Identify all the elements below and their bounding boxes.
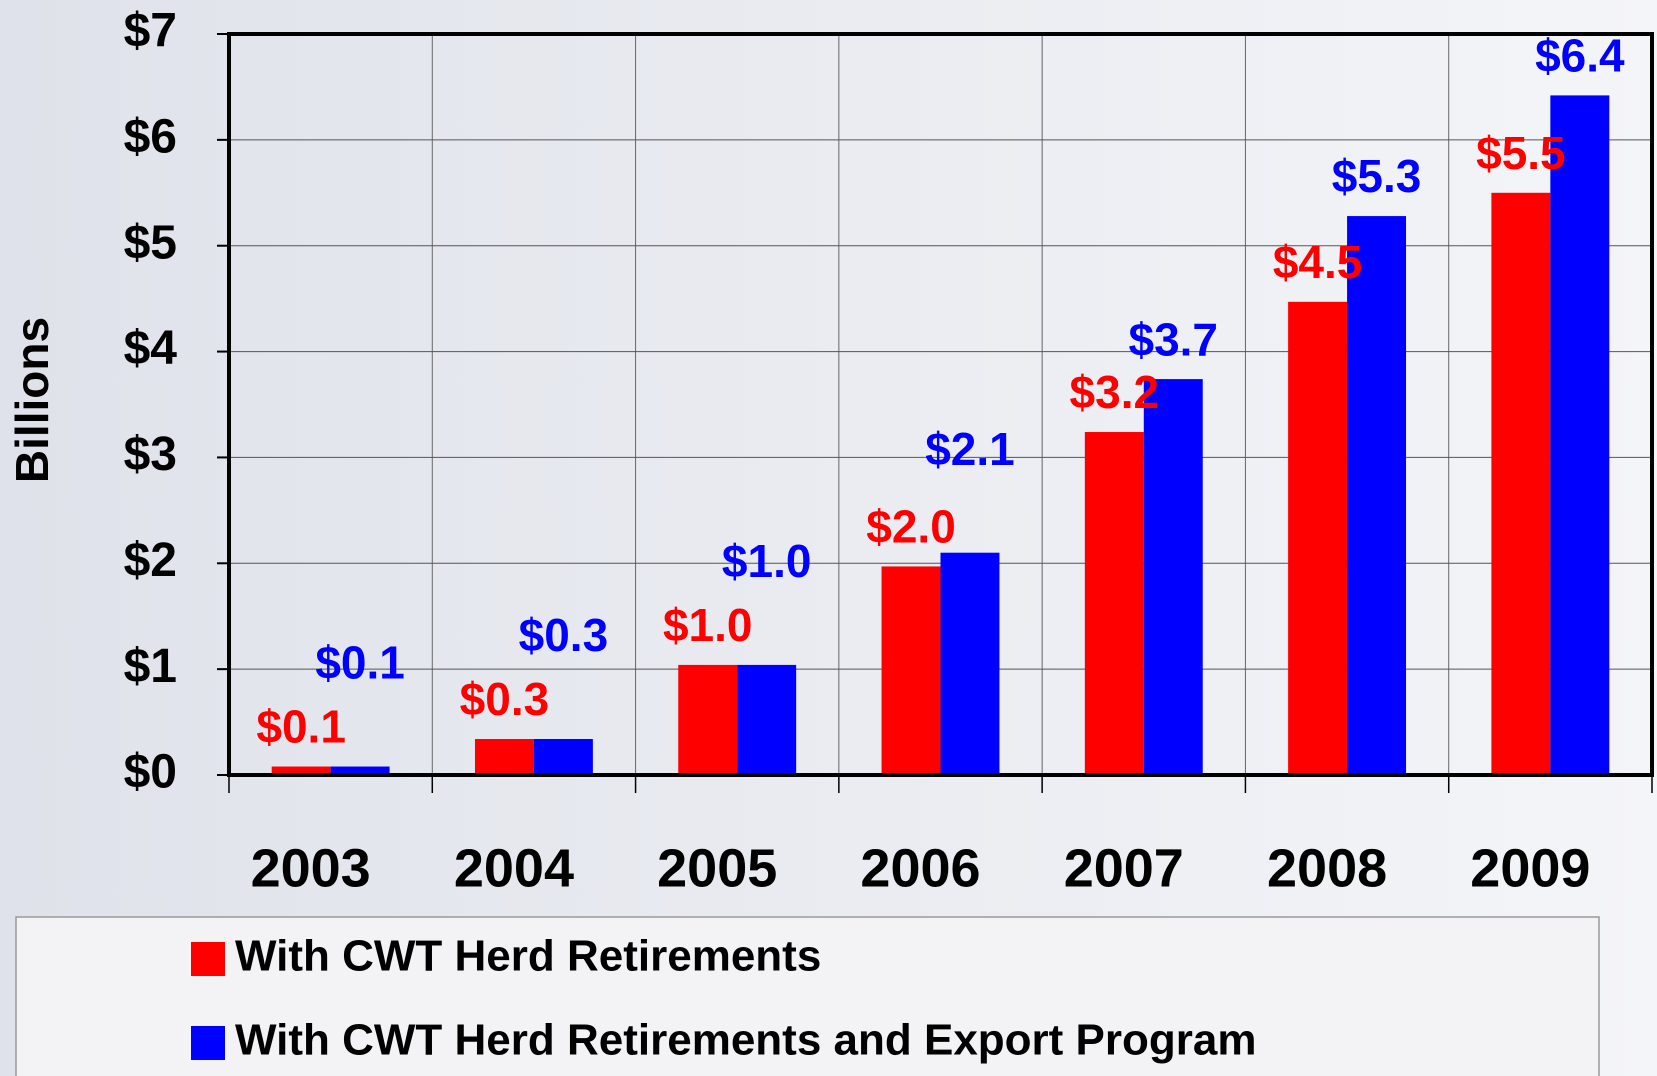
bar [1491,192,1551,776]
bar [940,552,1000,775]
x-tick-label: 2008 [1267,838,1387,898]
data-label: $6.4 [1535,30,1625,82]
y-tick-label: $6 [124,111,177,164]
y-tick-label: $2 [124,534,177,587]
y-tick-label: $5 [124,216,177,269]
bar [271,766,331,775]
data-label: $1.0 [722,535,812,587]
legend-label: With CWT Herd Retirements [235,932,821,981]
x-tick-label: 2007 [1064,838,1184,898]
legend-box [15,916,1600,1076]
data-label: $0.3 [460,673,550,725]
data-label: $1.0 [663,599,753,651]
y-tick-label: $1 [124,640,177,693]
data-label: $4.5 [1273,236,1363,288]
legend-swatch [191,1026,225,1060]
bar [881,566,941,775]
bar [678,664,738,775]
x-tick-label: 2006 [860,838,980,898]
x-tick-label: 2004 [454,838,574,898]
data-label: $0.3 [519,609,609,661]
x-tick-label: 2005 [657,838,777,898]
bar [1143,379,1203,775]
data-label: $2.1 [925,423,1015,475]
bar [1550,95,1610,775]
y-tick-label: $0 [124,746,177,799]
x-tick-label: 2009 [1470,838,1590,898]
bar [737,664,797,775]
bar [533,739,593,775]
data-label: $3.2 [1070,366,1160,418]
data-label: $3.7 [1128,313,1218,365]
plot-border [227,32,1654,777]
y-tick-label: $7 [124,5,177,58]
data-label: $5.3 [1332,150,1422,202]
data-label: $0.1 [256,701,346,753]
bar [474,739,534,775]
bar [1288,301,1348,775]
data-label: $5.5 [1476,127,1566,179]
y-tick-label: $4 [124,322,178,375]
data-label: $2.0 [866,501,956,553]
data-label: $0.1 [315,637,405,689]
bar [1347,216,1407,775]
x-tick-label: 2003 [251,838,371,898]
y-tick-label: $3 [124,428,177,481]
legend-label: With CWT Herd Retirements and Export Pro… [235,1016,1257,1065]
legend-swatch [191,942,225,976]
bar [1084,432,1144,775]
bar [330,766,390,775]
y-axis-label: Billions [6,317,58,483]
